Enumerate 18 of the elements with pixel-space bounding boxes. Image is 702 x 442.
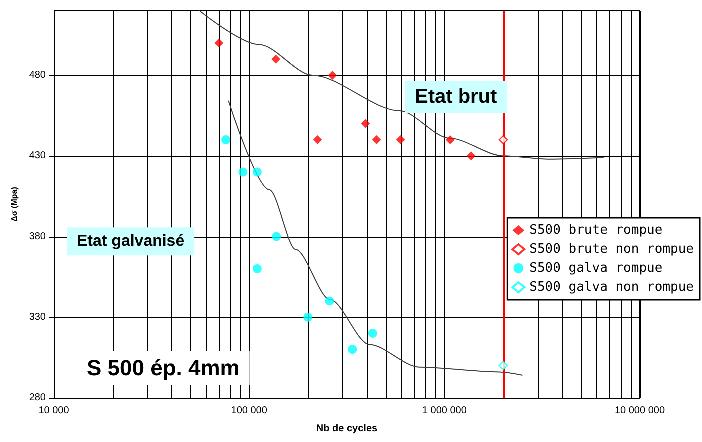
y-tick-label: 480 [29, 70, 46, 81]
annotation: Etat galvanisé [77, 233, 185, 250]
y-tick-label: 330 [29, 312, 46, 323]
annotation: S 500 ép. 4mm [87, 356, 240, 381]
x-tick-label: 10 000 [38, 406, 70, 416]
y-tick-label: 380 [29, 231, 46, 242]
x-axis-title: Nb de cycles [316, 424, 378, 434]
y-axis-title: Δσ (Mpa) [10, 186, 19, 222]
y-tick-label: 430 [29, 150, 46, 162]
x-tick-label: 1 000 000 [422, 406, 468, 416]
legend-label: S500 galva rompue [530, 261, 663, 276]
legend-label: S500 brute rompue [530, 223, 663, 238]
x-tick-label: 100 000 [231, 406, 268, 416]
legend-label: S500 brute non rompue [530, 242, 694, 257]
x-tick-label: 10 000 000 [614, 406, 666, 416]
y-tick-label: 280 [29, 392, 46, 404]
legend-label: S500 galva non rompue [530, 280, 694, 295]
annotation: Etat brut [415, 86, 498, 108]
